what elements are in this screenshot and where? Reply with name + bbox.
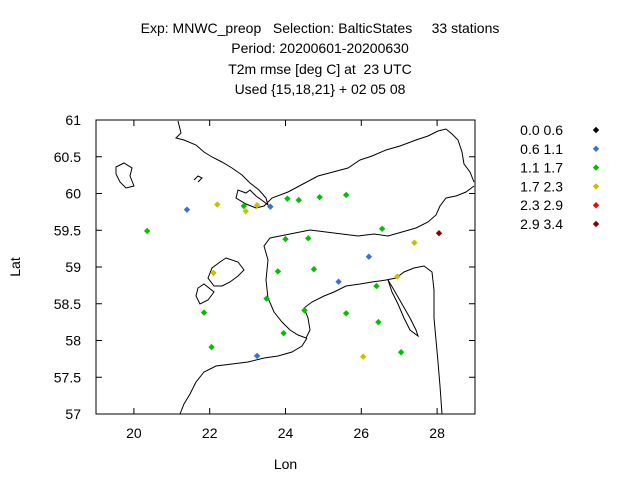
legend-marker xyxy=(592,126,600,134)
data-point xyxy=(359,353,367,360)
y-tick-label: 60 xyxy=(65,186,81,202)
y-tick-label: 60.5 xyxy=(54,149,81,165)
title-line-3: T2m rmse [deg C] at 23 UTC xyxy=(228,61,412,77)
x-tick-label: 28 xyxy=(429,425,445,441)
data-point xyxy=(267,203,274,210)
axes: 20 22 24 26 28 57 57.5 58 58.5 59 59.5 60 60.5 61 Lon L… xyxy=(7,112,476,472)
x-tick-label: 26 xyxy=(354,425,370,441)
data-point xyxy=(335,278,342,285)
data-point xyxy=(263,295,270,302)
legend-label: 1.1 1.7 xyxy=(520,160,563,176)
legend-marker xyxy=(592,164,600,171)
data-point xyxy=(208,343,215,351)
data-point xyxy=(373,282,380,290)
x-axis-label: Lon xyxy=(274,456,297,472)
legend-marker xyxy=(592,145,600,152)
coastline-map xyxy=(115,120,475,415)
legend-label: 2.9 3.4 xyxy=(520,216,563,232)
legend-label: 1.7 2.3 xyxy=(520,178,563,194)
legend-label: 0.0 0.6 xyxy=(520,122,563,138)
data-point xyxy=(397,349,405,356)
legend-marker xyxy=(592,220,600,228)
title-line-1: Exp: MNWC_preop Selection: BalticStates … xyxy=(140,20,500,36)
data-point xyxy=(200,309,208,316)
y-tick-label: 57.5 xyxy=(54,369,81,385)
y-tick-label: 61 xyxy=(65,112,81,128)
legend-label: 0.6 1.1 xyxy=(520,141,563,157)
data-point xyxy=(305,235,312,242)
data-point xyxy=(284,195,291,202)
title-line-4: Used {15,18,21} + 02 05 08 xyxy=(234,81,406,97)
data-point xyxy=(316,193,323,201)
data-point xyxy=(282,235,289,243)
data-point xyxy=(242,207,249,215)
data-point xyxy=(143,227,151,235)
y-tick-label: 59.5 xyxy=(54,222,81,238)
data-point xyxy=(435,229,443,237)
x-tick-label: 22 xyxy=(202,425,218,441)
data-point xyxy=(365,253,373,260)
data-point xyxy=(301,307,308,314)
data-point xyxy=(378,225,386,232)
data-points xyxy=(143,191,443,360)
title-line-2: Period: 20200601-20200630 xyxy=(231,40,409,56)
data-point xyxy=(342,191,350,199)
data-point xyxy=(253,202,261,209)
legend-label: 2.3 2.9 xyxy=(520,197,563,213)
data-point xyxy=(411,239,418,246)
legend: 0.0 0.6 0.6 1.1 1.1 1.7 1.7 2.3 2.3 2.9 2.9 3… xyxy=(520,122,600,232)
data-point xyxy=(210,269,217,277)
data-point xyxy=(214,201,221,208)
data-point xyxy=(342,310,350,317)
data-point xyxy=(240,202,248,210)
y-tick-label: 57 xyxy=(65,406,81,422)
y-tick-label: 59 xyxy=(65,259,81,275)
data-point xyxy=(394,273,401,280)
y-tick-label: 58 xyxy=(65,333,81,349)
data-point xyxy=(280,329,287,337)
data-point xyxy=(183,206,191,213)
legend-marker xyxy=(592,183,600,190)
data-point xyxy=(310,266,318,273)
data-point xyxy=(253,352,261,360)
y-tick-label: 58.5 xyxy=(54,296,81,312)
legend-marker xyxy=(592,202,600,209)
x-tick-label: 20 xyxy=(126,425,142,441)
x-tick-label: 24 xyxy=(278,425,294,441)
y-axis-label: Lat xyxy=(7,257,23,277)
data-point xyxy=(295,196,302,204)
data-point xyxy=(375,318,382,326)
data-point xyxy=(274,268,282,275)
